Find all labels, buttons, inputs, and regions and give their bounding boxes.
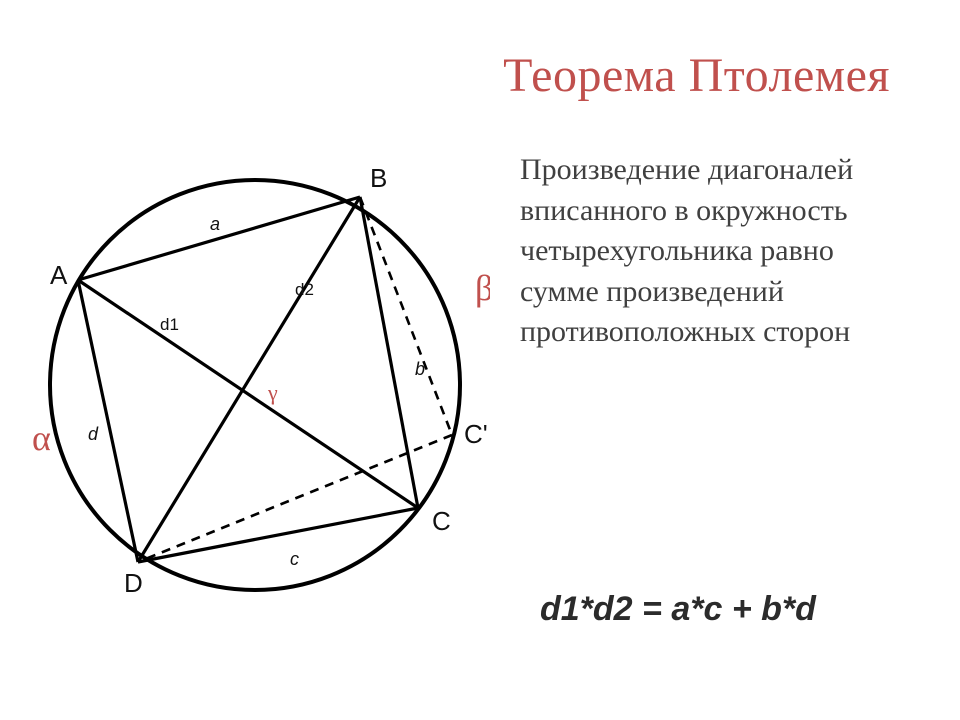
slide: Теорема Птолемея a b c d d1 d2 A B C C' Dα β γ Произ…	[0, 0, 960, 720]
label-side-b: b	[415, 359, 425, 379]
gamma-label: γ	[267, 380, 278, 405]
circumscribed-circle	[50, 180, 460, 590]
beta-label: β	[475, 268, 490, 308]
label-side-d: d	[88, 424, 99, 444]
side-c	[138, 508, 418, 562]
diagonal-d1	[78, 280, 418, 508]
vertex-label-A: A	[50, 260, 68, 290]
slide-title: Теорема Птолемея	[503, 48, 890, 103]
ptolemy-diagram: a b c d d1 d2 A B C C' Dα β γ	[20, 140, 490, 620]
vertex-label-C: C	[432, 506, 451, 536]
theorem-formula: d1*d2 = a*c + b*d	[540, 590, 816, 629]
vertex-label-C': C'	[464, 419, 488, 449]
label-diagonal-d2: d2	[295, 280, 314, 299]
alpha-label: α	[32, 418, 51, 458]
label-side-a: a	[210, 214, 220, 234]
side-d	[78, 280, 138, 562]
diagram-svg: a b c d d1 d2 A B C C' Dα β γ	[20, 140, 490, 620]
label-side-c: c	[290, 549, 299, 569]
vertex-label-D: D	[124, 568, 143, 598]
label-diagonal-d1: d1	[160, 315, 179, 334]
vertex-label-B: B	[370, 163, 387, 193]
aux-line-0	[360, 197, 452, 435]
theorem-statement: Произведение диагоналей вписанного в окр…	[520, 150, 920, 353]
